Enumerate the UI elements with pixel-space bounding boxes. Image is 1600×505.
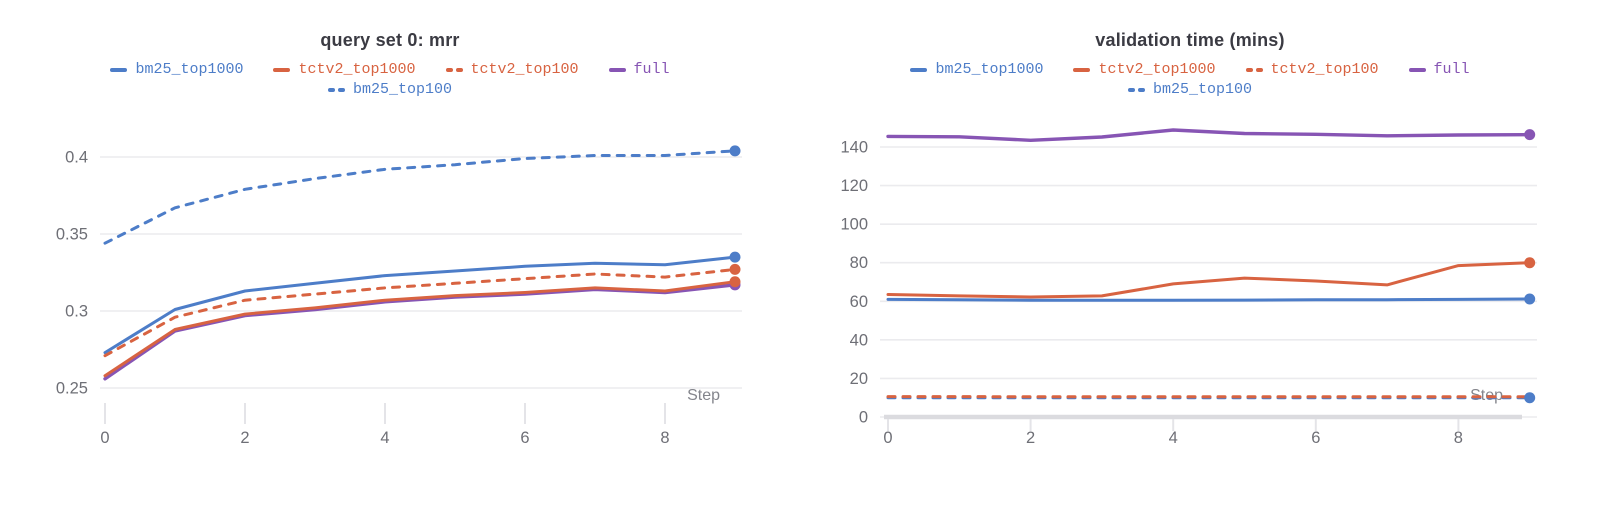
series-endpoint-dot-bm25_top100[interactable] bbox=[729, 145, 741, 157]
x-tick-label: 4 bbox=[380, 429, 389, 447]
legend-item-bm25_top100[interactable]: bm25_top100 bbox=[327, 81, 453, 98]
series-endpoint-dot-bm25_top100[interactable] bbox=[1524, 392, 1536, 404]
series-line-full bbox=[886, 128, 1532, 143]
chart-title: query set 0: mrr bbox=[320, 30, 460, 50]
chart-legend: bm25_top1000 tctv2_top1000 tctv2_top100 ful… bbox=[0, 61, 780, 98]
series-line-tctv2_top1000 bbox=[103, 280, 737, 378]
y-tick-label: 40 bbox=[850, 331, 868, 349]
y-tick-label: 0.4 bbox=[65, 149, 88, 167]
legend-item-tctv2_top1000[interactable]: tctv2_top1000 bbox=[1073, 61, 1216, 78]
line-swatch-icon bbox=[1073, 67, 1091, 72]
series-line-bm25_top100 bbox=[103, 149, 737, 245]
series-endpoint-dot-bm25_top1000[interactable] bbox=[729, 251, 741, 263]
legend-item-bm25_top1000[interactable]: bm25_top1000 bbox=[110, 61, 243, 78]
series-line-bm25_top1000 bbox=[886, 297, 1532, 302]
dashed-line-swatch-icon bbox=[327, 87, 345, 92]
chart-panel-mrr: query set 0: mrr bm25_top1000 tctv2_top10… bbox=[0, 0, 800, 505]
legend-row: bm25_top1000 tctv2_top1000 tctv2_top100 ful… bbox=[800, 61, 1580, 78]
y-tick-label: 0.25 bbox=[56, 380, 88, 398]
series-endpoint-dot-tctv2_top1000[interactable] bbox=[729, 276, 741, 288]
y-tick-label: 140 bbox=[840, 139, 868, 157]
legend-row: bm25_top1000 tctv2_top1000 tctv2_top100 ful… bbox=[0, 61, 780, 78]
chart-title: validation time (mins) bbox=[1095, 30, 1285, 50]
legend-item-full[interactable]: full bbox=[1408, 61, 1470, 78]
line-swatch-icon bbox=[608, 67, 626, 72]
legend-row: bm25_top100 bbox=[0, 81, 780, 98]
series-line-tctv2_top1000 bbox=[886, 261, 1532, 299]
legend-label: full bbox=[1433, 61, 1470, 78]
legend-label: tctv2_top1000 bbox=[1098, 61, 1216, 78]
series-endpoint-dot-tctv2_top1000[interactable] bbox=[1524, 257, 1536, 269]
dashed-line-swatch-icon bbox=[1245, 67, 1263, 72]
legend-item-full[interactable]: full bbox=[608, 61, 670, 78]
x-axis-title: Step bbox=[687, 387, 720, 404]
legend-item-tctv2_top1000[interactable]: tctv2_top1000 bbox=[273, 61, 416, 78]
legend-label: tctv2_top100 bbox=[1270, 61, 1379, 78]
y-tick-label: 100 bbox=[840, 216, 868, 234]
y-tick-label: 0 bbox=[859, 409, 868, 427]
line-swatch-icon bbox=[1408, 67, 1426, 72]
legend-item-tctv2_top100[interactable]: tctv2_top100 bbox=[1245, 61, 1379, 78]
y-tick-label: 120 bbox=[840, 177, 868, 195]
legend-label: tctv2_top1000 bbox=[298, 61, 416, 78]
series-line-bm25_top1000 bbox=[103, 255, 737, 355]
legend-item-bm25_top100[interactable]: bm25_top100 bbox=[1127, 81, 1253, 98]
x-axis-title: Step bbox=[1470, 387, 1503, 404]
x-tick-label: 8 bbox=[1454, 429, 1463, 447]
chart-legend: bm25_top1000 tctv2_top1000 tctv2_top100 ful… bbox=[800, 61, 1580, 98]
y-tick-label: 20 bbox=[850, 370, 868, 388]
series-endpoint-dot-bm25_top1000[interactable] bbox=[1524, 293, 1536, 305]
x-tick-label: 6 bbox=[520, 429, 529, 447]
line-swatch-icon bbox=[110, 67, 128, 72]
legend-label: bm25_top1000 bbox=[935, 61, 1044, 78]
x-tick-label: 8 bbox=[660, 429, 669, 447]
series-endpoint-dot-tctv2_top100[interactable] bbox=[729, 263, 741, 275]
chart-panel-validation-time: validation time (mins) bm25_top1000 tctv2… bbox=[800, 0, 1600, 505]
y-tick-label: 80 bbox=[850, 254, 868, 272]
legend-label: full bbox=[633, 61, 670, 78]
line-swatch-icon bbox=[273, 67, 291, 72]
x-tick-label: 2 bbox=[240, 429, 249, 447]
legend-row: bm25_top100 bbox=[800, 81, 1580, 98]
legend-item-bm25_top1000[interactable]: bm25_top1000 bbox=[910, 61, 1043, 78]
x-tick-label: 6 bbox=[1311, 429, 1320, 447]
legend-label: bm25_top1000 bbox=[135, 61, 244, 78]
y-tick-label: 60 bbox=[850, 293, 868, 311]
x-tick-label: 4 bbox=[1169, 429, 1178, 447]
line-swatch-icon bbox=[910, 67, 928, 72]
chart-plot-area[interactable]: 0 20 40 60 80 100 120 140 0 2 4 6 8 Step bbox=[800, 0, 1600, 505]
legend-item-tctv2_top100[interactable]: tctv2_top100 bbox=[445, 61, 579, 78]
legend-label: tctv2_top100 bbox=[470, 61, 579, 78]
y-tick-label: 0.35 bbox=[56, 226, 88, 244]
x-tick-label: 0 bbox=[100, 429, 109, 447]
dashed-line-swatch-icon bbox=[1127, 87, 1145, 92]
legend-label: bm25_top100 bbox=[352, 81, 453, 98]
x-tick-label: 2 bbox=[1026, 429, 1035, 447]
chart-plot-area[interactable]: 0.25 0.3 0.35 0.4 0 2 4 6 8 Step bbox=[0, 0, 800, 505]
x-tick-label: 0 bbox=[883, 429, 892, 447]
series-endpoint-dot-full[interactable] bbox=[1524, 129, 1536, 141]
series-line-tctv2_top100 bbox=[103, 267, 737, 358]
dashed-line-swatch-icon bbox=[445, 67, 463, 72]
legend-label: bm25_top100 bbox=[1152, 81, 1253, 98]
y-tick-label: 0.3 bbox=[65, 303, 88, 321]
